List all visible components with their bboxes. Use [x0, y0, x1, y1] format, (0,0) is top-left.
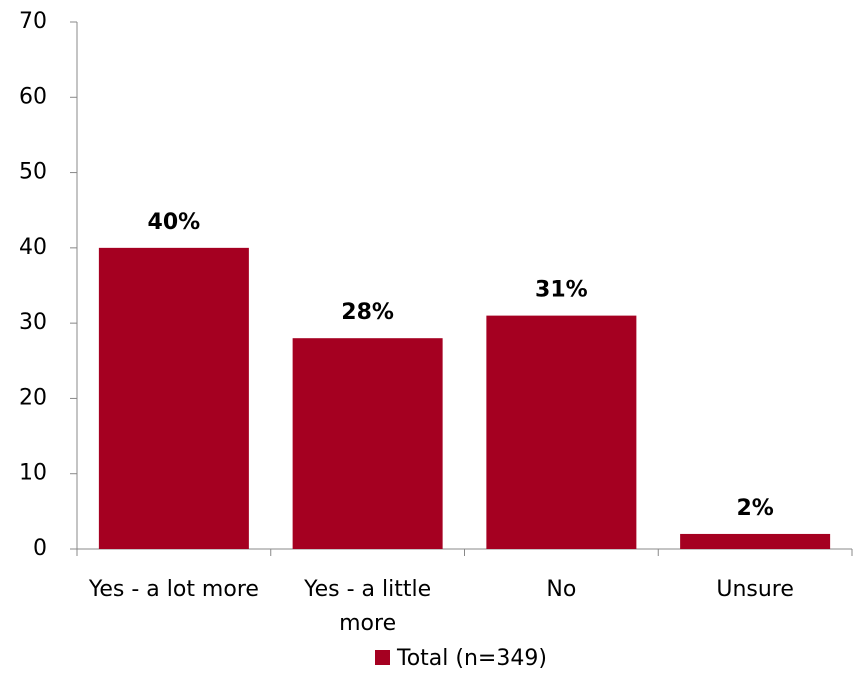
y-tick-label: 20 — [19, 385, 47, 410]
x-tick-label-box: Yes - a little more — [304, 577, 432, 636]
data-label: 2% — [736, 496, 773, 521]
x-tick-label: Unsure — [716, 577, 794, 602]
y-tick-label: 50 — [19, 160, 47, 185]
bar — [292, 338, 443, 549]
y-tick-label: 10 — [19, 461, 47, 486]
x-tick-label: No — [546, 577, 577, 602]
y-tick-label: 70 — [19, 9, 47, 34]
legend-swatch — [375, 650, 390, 665]
y-tick-label: 30 — [19, 310, 47, 335]
x-tick-label-box: Yes - a lot more — [88, 577, 259, 602]
x-tick-label-box: Unsure — [716, 577, 794, 602]
bar — [486, 315, 637, 549]
y-tick-label: 40 — [19, 235, 47, 260]
y-tick-label: 0 — [33, 536, 47, 561]
bar — [680, 533, 831, 549]
data-label: 28% — [341, 300, 394, 325]
y-tick-label: 60 — [19, 84, 47, 109]
bar — [98, 247, 249, 549]
data-label: 31% — [535, 278, 588, 303]
legend-label: Total (n=349) — [396, 646, 547, 671]
x-tick-label: Yes - a little more — [304, 577, 432, 636]
x-tick-label: Yes - a lot more — [88, 577, 259, 602]
data-label: 40% — [148, 210, 201, 235]
x-tick-label-box: No — [546, 577, 577, 602]
